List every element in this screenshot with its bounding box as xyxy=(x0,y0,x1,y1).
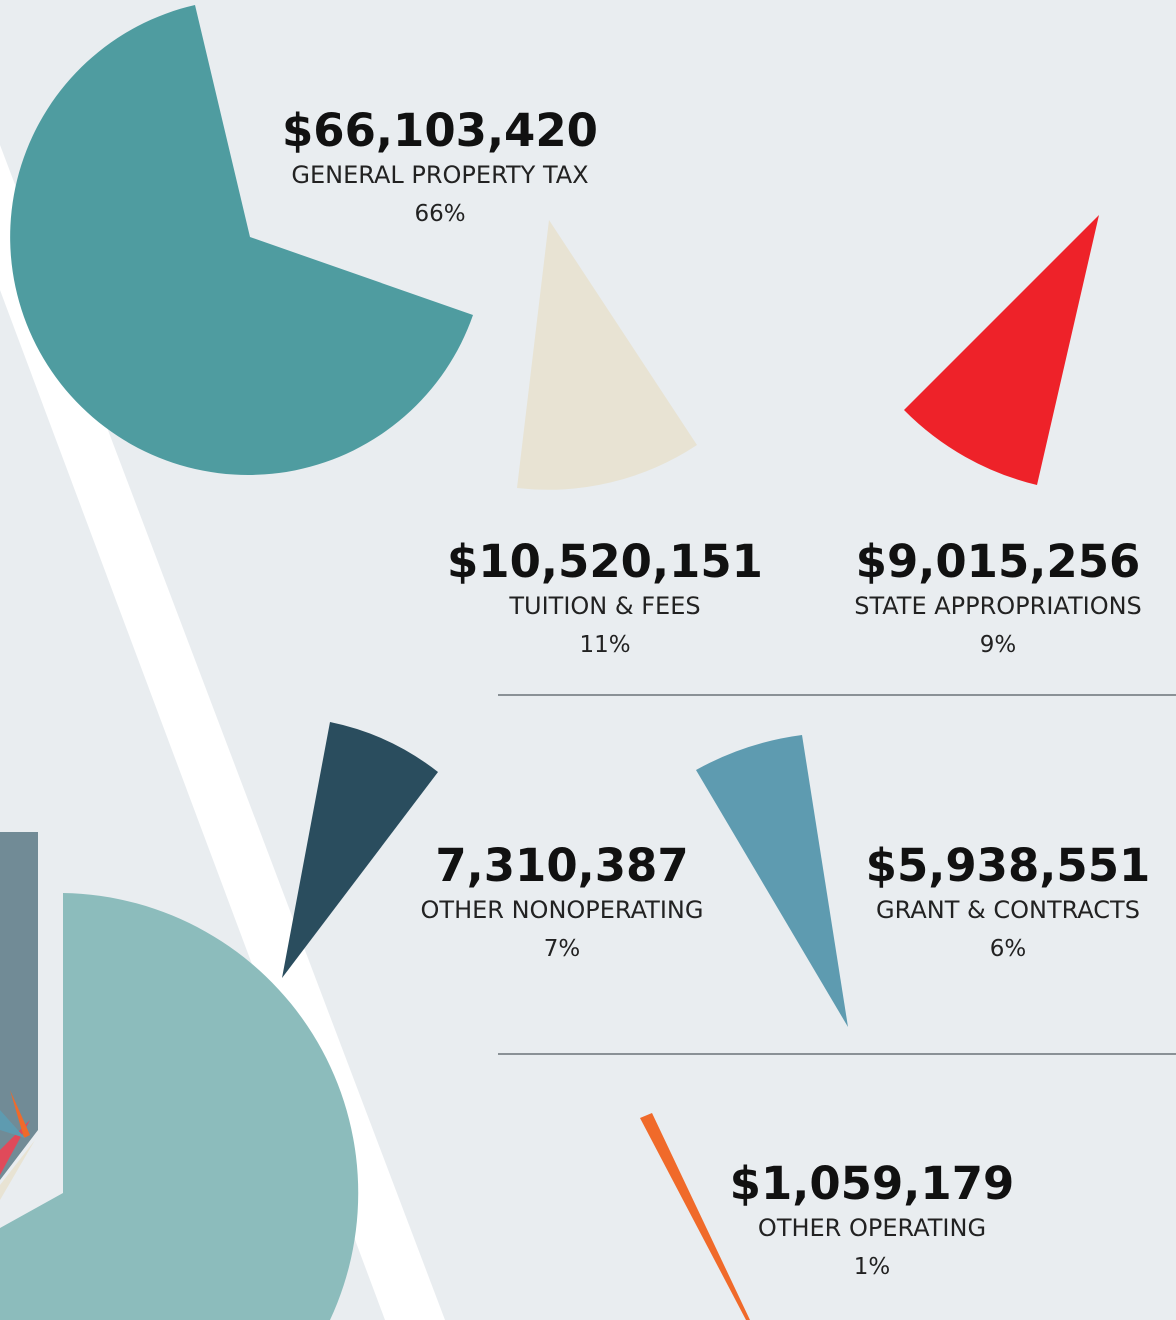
wedge xyxy=(282,722,438,978)
amount: $1,059,179 xyxy=(730,1157,1015,1210)
wedge xyxy=(10,5,473,475)
label: TUITION & FEES xyxy=(508,592,700,620)
diagonal-stripe xyxy=(0,145,445,1320)
label: GENERAL PROPERTY TAX xyxy=(291,161,588,189)
percent: 6% xyxy=(990,936,1027,962)
pie-fragment xyxy=(10,1090,30,1138)
percent: 9% xyxy=(980,632,1017,658)
percent: 7% xyxy=(544,936,581,962)
percent: 11% xyxy=(579,632,630,658)
wedge xyxy=(517,220,697,490)
percent: 66% xyxy=(414,201,465,227)
wedge xyxy=(904,215,1099,485)
label: OTHER NONOPERATING xyxy=(421,896,704,924)
amount: $5,938,551 xyxy=(866,839,1151,892)
pie-fragment xyxy=(0,832,38,1180)
pie-fragment xyxy=(0,1120,30,1175)
wedge xyxy=(640,1113,750,1320)
label: GRANT & CONTRACTS xyxy=(876,896,1140,924)
pie-fragment xyxy=(0,1140,35,1200)
amount: $9,015,256 xyxy=(856,535,1141,588)
label: OTHER OPERATING xyxy=(758,1214,986,1242)
pie-fragment xyxy=(0,893,359,1320)
percent: 1% xyxy=(854,1254,891,1280)
wedge xyxy=(696,735,848,1027)
pie-fragment xyxy=(0,1110,25,1138)
amount: 7,310,387 xyxy=(435,839,688,892)
amount: $10,520,151 xyxy=(447,535,763,588)
label: STATE APPROPRIATIONS xyxy=(854,592,1142,620)
amount: $66,103,420 xyxy=(282,104,598,157)
